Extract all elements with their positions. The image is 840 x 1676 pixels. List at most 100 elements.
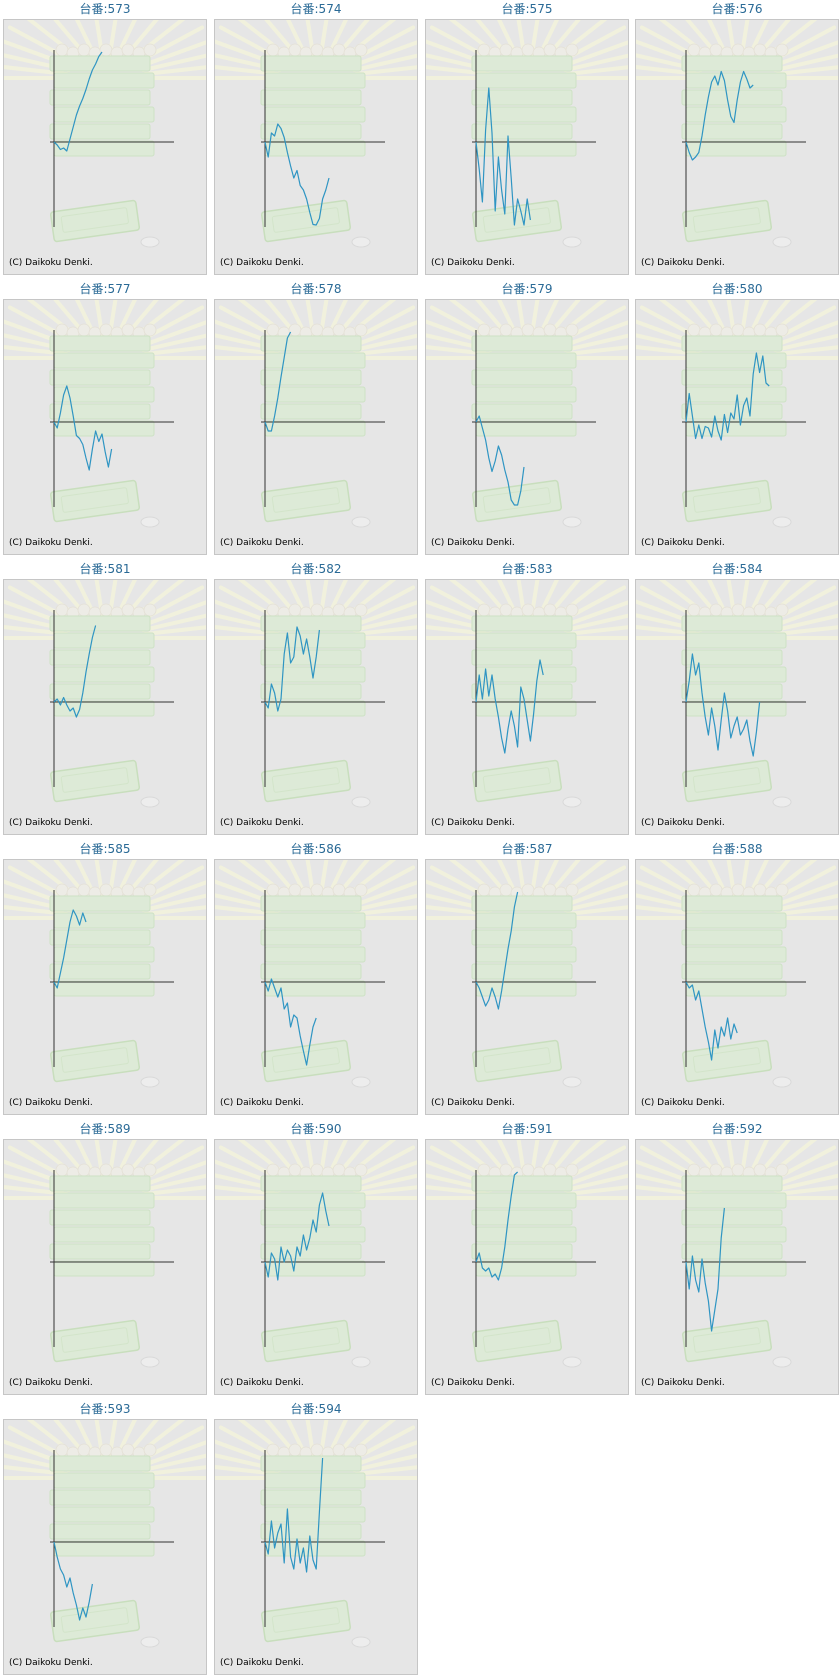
chart-title[interactable]: 台番:590 [290,1122,342,1136]
copyright-text: (C) Daikoku Denki. [9,1378,93,1388]
chart-title[interactable]: 台番:582 [290,562,342,576]
background-illustration [426,20,628,248]
background-illustration [4,860,206,1088]
chart-panel: (C) Daikoku Denki. [3,579,207,835]
background-illustration [426,1140,628,1368]
chart-panel: (C) Daikoku Denki. [425,859,629,1115]
copyright-text: (C) Daikoku Denki. [431,1378,515,1388]
background-illustration [215,20,417,248]
series-line [685,70,754,161]
series-line [475,415,525,506]
copyright-text: (C) Daikoku Denki. [641,258,725,268]
chart-title[interactable]: 台番:574 [290,2,342,16]
chart-panel: (C) Daikoku Denki. [3,1139,207,1395]
series-line [264,978,317,1066]
copyright-text: (C) Daikoku Denki. [220,1098,304,1108]
chart-svg [636,1140,838,1368]
chart-panel: (C) Daikoku Denki. [425,1139,629,1395]
chart-svg [4,580,206,808]
background-illustration [426,300,628,528]
chart-svg [215,20,417,248]
chart-title[interactable]: 台番:573 [79,2,131,16]
chart-panel: (C) Daikoku Denki. [214,1139,418,1395]
chart-title[interactable]: 台番:584 [711,562,763,576]
background-illustration [426,580,628,808]
chart-svg [215,300,417,528]
background-illustration [215,580,417,808]
chart-panel: (C) Daikoku Denki. [635,579,839,835]
chart-title[interactable]: 台番:576 [711,2,763,16]
background-illustration [215,860,417,1088]
series-line [685,1207,725,1332]
chart-panel: (C) Daikoku Denki. [214,859,418,1115]
chart-svg [426,580,628,808]
copyright-text: (C) Daikoku Denki. [9,1098,93,1108]
chart-title[interactable]: 台番:585 [79,842,131,856]
chart-svg [426,860,628,1088]
series-line [475,1171,519,1281]
copyright-text: (C) Daikoku Denki. [220,1378,304,1388]
series-line [685,653,761,757]
copyright-text: (C) Daikoku Denki. [431,258,515,268]
chart-title[interactable]: 台番:592 [711,1122,763,1136]
background-illustration [215,1420,417,1648]
chart-title[interactable]: 台番:581 [79,562,131,576]
copyright-text: (C) Daikoku Denki. [9,1658,93,1668]
chart-panel: (C) Daikoku Denki. [3,299,207,555]
copyright-text: (C) Daikoku Denki. [220,258,304,268]
chart-svg [4,1140,206,1368]
series-line [53,625,97,718]
series-line [264,1457,324,1573]
chart-title[interactable]: 台番:589 [79,1122,131,1136]
chart-panel: (C) Daikoku Denki. [3,19,207,275]
series-line [53,385,113,471]
series-line [264,123,330,226]
background-illustration [636,580,838,808]
chart-title[interactable]: 台番:587 [501,842,553,856]
series-line [53,909,87,989]
series-line [475,87,531,226]
series-line [264,626,320,712]
copyright-text: (C) Daikoku Denki. [9,818,93,828]
chart-panel: (C) Daikoku Denki. [425,579,629,835]
series-line [475,659,544,754]
series-line [53,1541,93,1621]
chart-panel: (C) Daikoku Denki. [214,1419,418,1675]
background-illustration [215,1140,417,1368]
chart-svg [636,20,838,248]
background-illustration [636,20,838,248]
background-illustration [4,1420,206,1648]
background-illustration [4,1140,206,1368]
chart-title[interactable]: 台番:577 [79,282,131,296]
chart-title[interactable]: 台番:580 [711,282,763,296]
series-line [264,1192,330,1281]
chart-panel: (C) Daikoku Denki. [635,859,839,1115]
background-illustration [636,300,838,528]
chart-title[interactable]: 台番:583 [501,562,553,576]
chart-panel: (C) Daikoku Denki. [214,579,418,835]
chart-title[interactable]: 台番:593 [79,1402,131,1416]
chart-title[interactable]: 台番:579 [501,282,553,296]
chart-title[interactable]: 台番:575 [501,2,553,16]
background-illustration [636,860,838,1088]
chart-svg [215,1140,417,1368]
chart-title[interactable]: 台番:588 [711,842,763,856]
chart-title[interactable]: 台番:591 [501,1122,553,1136]
chart-panel: (C) Daikoku Denki. [3,1419,207,1675]
chart-svg [4,300,206,528]
background-illustration [4,580,206,808]
chart-title[interactable]: 台番:586 [290,842,342,856]
copyright-text: (C) Daikoku Denki. [431,1098,515,1108]
series-line [685,981,738,1061]
chart-title[interactable]: 台番:578 [290,282,342,296]
chart-svg [636,300,838,528]
chart-svg [4,20,206,248]
copyright-text: (C) Daikoku Denki. [9,258,93,268]
series-line [53,51,103,152]
chart-title[interactable]: 台番:594 [290,1402,342,1416]
chart-panel: (C) Daikoku Denki. [635,1139,839,1395]
chart-svg [4,860,206,1088]
chart-panel: (C) Daikoku Denki. [3,859,207,1115]
chart-svg [426,1140,628,1368]
